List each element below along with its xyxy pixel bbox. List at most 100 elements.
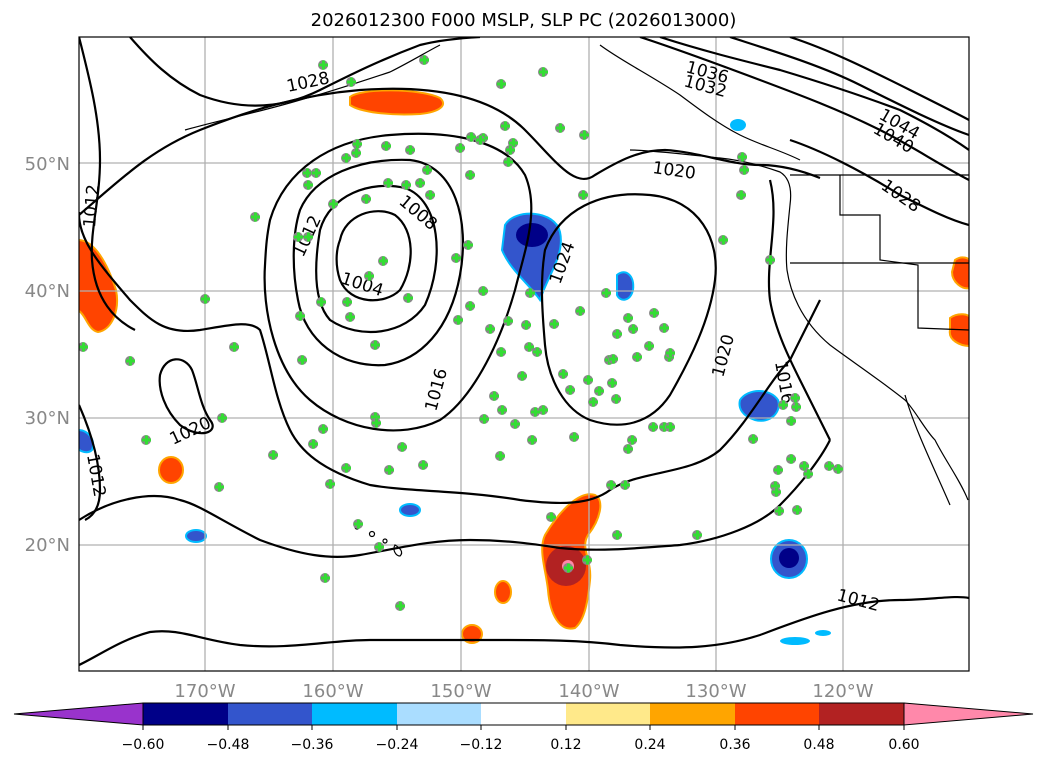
station-marker-cross — [629, 324, 638, 334]
isobar-1024 — [540, 193, 717, 426]
station-marker-cross — [825, 461, 834, 471]
station-marker-cross — [326, 479, 335, 489]
station-marker-cross — [342, 463, 351, 473]
isobar-1012 — [292, 158, 464, 367]
anomaly-blob — [738, 390, 780, 422]
station-marker-cross — [319, 60, 328, 70]
lon-label: 140°W — [558, 681, 619, 702]
station-marker-cross — [660, 422, 669, 432]
station-marker-cross — [547, 512, 556, 522]
colorbar-tick-label: −0.12 — [460, 737, 503, 753]
station-marker-cross — [294, 232, 303, 242]
isobar-1020-small — [158, 358, 214, 435]
colorbar-tick-label: 0.12 — [550, 737, 581, 753]
station-marker-cross — [528, 435, 537, 445]
station-marker-cross — [298, 355, 307, 365]
station-marker-cross — [404, 293, 413, 303]
station-marker-cross — [466, 301, 475, 311]
station-marker-cross — [375, 542, 384, 552]
station-marker-cross — [666, 348, 675, 358]
station-marker-cross — [525, 342, 534, 352]
station-marker-cross — [649, 422, 658, 432]
station-marker-cross — [800, 461, 809, 471]
isobar-labels: 1028 1036 1032 1044 1040 1020 1028 1008 … — [80, 58, 924, 617]
station-marker-cross — [419, 460, 428, 470]
station-marker-cross — [749, 434, 758, 444]
station-marker-cross — [792, 402, 801, 412]
station-marker-cross — [504, 157, 513, 167]
station-marker-cross — [467, 132, 476, 142]
station-marker-cross — [613, 530, 622, 540]
lat-label: 20°N — [25, 535, 70, 556]
anomaly-blob — [158, 456, 184, 484]
isobar-1044 — [789, 37, 969, 121]
isobar-1012-south — [79, 595, 969, 666]
station-marker-cross — [613, 329, 622, 339]
station-marker-cross — [737, 190, 746, 200]
anomaly-blob — [779, 548, 799, 568]
colorbar-segment — [312, 703, 397, 725]
station-marker-cross — [608, 378, 617, 388]
anomaly-blob — [399, 503, 421, 517]
station-marker-cross — [201, 294, 210, 304]
lon-label: 170°W — [174, 681, 235, 702]
station-marker-cross — [564, 563, 573, 573]
station-marker-cross — [660, 323, 669, 333]
colorbar-segment — [228, 703, 312, 725]
colorbar-segment — [481, 703, 566, 725]
colorbar-segment — [819, 703, 904, 725]
station-marker-cross — [589, 397, 598, 407]
station-marker-cross — [650, 308, 659, 318]
station-marker-cross — [775, 506, 784, 516]
colorbar-tick-label: 0.48 — [803, 737, 834, 753]
station-marker-cross — [584, 375, 593, 385]
station-marker-cross — [385, 465, 394, 475]
station-marker-cross — [504, 316, 513, 326]
station-marker-cross — [456, 143, 465, 153]
station-marker-cross — [526, 288, 535, 298]
map-title: 2026012300 F000 MSLP, SLP PC (2026013000… — [310, 10, 737, 31]
station-marker-cross — [402, 180, 411, 190]
lon-label: 120°W — [812, 681, 873, 702]
station-marker-cross — [533, 347, 542, 357]
station-marker-cross — [580, 130, 589, 140]
station-marker-cross — [804, 469, 813, 479]
station-marker-cross — [607, 480, 616, 490]
station-marker-cross — [576, 306, 585, 316]
isobars — [79, 37, 969, 666]
station-marker-cross — [779, 400, 788, 410]
colorbar-tick-label: −0.36 — [291, 737, 334, 753]
station-marker-cross — [633, 352, 642, 362]
isobar-1028-north — [129, 37, 481, 107]
negative-anomaly-areas — [79, 119, 831, 645]
station-marker-cross — [490, 391, 499, 401]
anomaly-blob — [494, 580, 512, 604]
station-marker-cross — [396, 601, 405, 611]
colorbar-tick-label: 0.24 — [634, 737, 665, 753]
station-marker-cross — [595, 386, 604, 396]
isobar-1032 — [639, 37, 969, 181]
station-marker-cross — [454, 315, 463, 325]
map-plot-area: 1028 1036 1032 1044 1040 1020 1028 1008 … — [79, 37, 969, 671]
lat-label: 50°N — [25, 154, 70, 175]
station-marker-cross — [772, 487, 781, 497]
isobar-label: 1020 — [651, 158, 697, 184]
isobar-1036 — [659, 37, 969, 151]
station-marker-cross — [319, 424, 328, 434]
station-markers — [79, 55, 843, 611]
station-marker-cross — [452, 253, 461, 263]
station-marker-cross — [296, 311, 305, 321]
anomaly-blob — [950, 256, 969, 290]
anomaly-blob — [79, 429, 94, 454]
station-marker-cross — [79, 342, 88, 352]
station-marker-cross — [550, 319, 559, 329]
station-marker-cross — [771, 481, 780, 491]
anomaly-blob — [461, 624, 483, 644]
station-marker-cross — [218, 413, 227, 423]
station-marker-cross — [215, 482, 224, 492]
station-marker-cross — [497, 79, 506, 89]
colorbar-min-arrow — [13, 702, 144, 726]
anomaly-blob — [185, 529, 207, 543]
station-marker-cross — [416, 178, 425, 188]
